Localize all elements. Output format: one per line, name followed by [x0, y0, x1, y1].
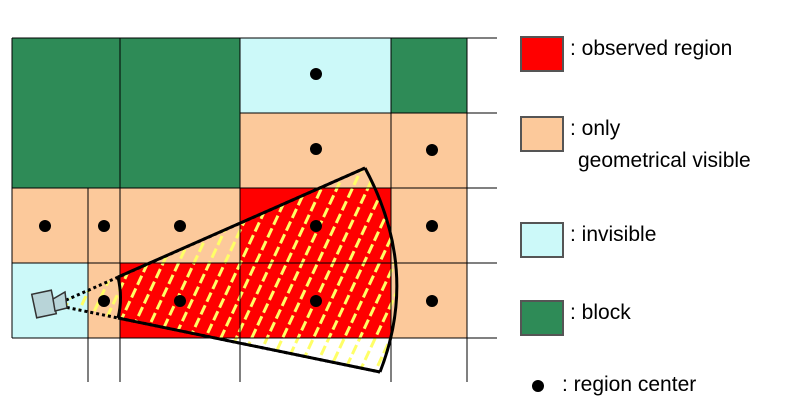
region-center-dot — [39, 220, 51, 232]
region-center-dot — [310, 295, 322, 307]
region-center-dot — [174, 295, 186, 307]
region-center-dot — [426, 144, 438, 156]
fov-edge-upper — [117, 166, 366, 279]
fov-near-arc — [116, 276, 122, 319]
fov-arc — [363, 167, 399, 373]
legend-label-invisible: : invisible — [570, 223, 657, 246]
observed-swatch — [520, 36, 564, 72]
legend-label-region-center: : region center — [562, 373, 697, 396]
legend-label-only: : only — [570, 117, 621, 140]
legend-label-observed: : observed region — [570, 37, 733, 60]
region-center-dot — [98, 220, 110, 232]
region-center-dot — [174, 220, 186, 232]
block-swatch — [520, 300, 564, 336]
region-center-dot — [98, 295, 110, 307]
legend-invisible: : invisible — [520, 222, 656, 258]
region-center-dot — [310, 220, 322, 232]
grid-lines — [11, 37, 497, 382]
legend-label-geometrical-visible: geometrical visible — [578, 149, 751, 172]
region-center-dot — [310, 143, 322, 155]
region-center-dot — [310, 68, 322, 80]
region-center-dot — [426, 220, 438, 232]
legend-geometrical-visible: : only geometrical visible — [520, 116, 751, 174]
invisible-swatch — [520, 222, 564, 258]
block-region — [12, 38, 120, 188]
region-center-dot-icon — [532, 380, 544, 392]
legend-block: : block — [520, 300, 631, 336]
block-region — [391, 38, 467, 113]
field-of-view — [54, 166, 399, 374]
camera-icon — [30, 289, 68, 319]
block-region — [120, 38, 240, 188]
legend-region-center: : region center — [520, 372, 696, 398]
legend-observed: : observed region — [520, 36, 732, 72]
region-centers — [39, 68, 438, 307]
fov-edge-lower — [117, 316, 381, 374]
legend-label-block: : block — [570, 301, 631, 324]
geometrical-visible-swatch — [520, 116, 564, 152]
region-center-dot — [426, 295, 438, 307]
